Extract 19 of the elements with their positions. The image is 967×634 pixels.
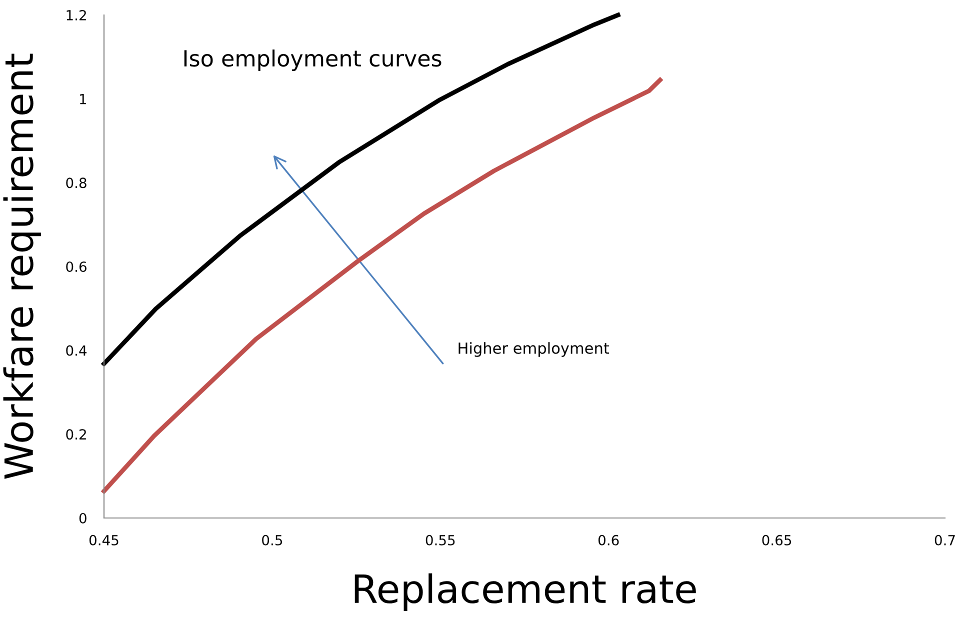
y-tick-label: 1 <box>80 94 86 104</box>
y-tick-label: 0.8 <box>66 178 86 188</box>
y-tick-label: 0.4 <box>66 345 87 356</box>
x-tick-label: 0.55 <box>426 534 455 546</box>
y-tick-label: 0.6 <box>66 261 86 272</box>
y-tick-label: 0.2 <box>66 429 86 440</box>
y-axis-title: Workfare requirement <box>3 54 41 479</box>
line-series <box>102 12 620 366</box>
x-axis-title: Replacement rate <box>354 573 696 611</box>
annotation: Higher employment <box>458 342 610 357</box>
annotation: Iso employment curves <box>184 50 442 72</box>
y-tick-label: 0 <box>79 512 86 524</box>
line-series <box>102 78 662 494</box>
x-tick-label: 0.5 <box>262 534 282 546</box>
x-tick-label: 0.7 <box>934 534 955 546</box>
x-tick-label: 0.45 <box>89 534 118 546</box>
x-tick-label: 0.6 <box>598 534 619 546</box>
y-tick-label: 1.2 <box>66 10 86 20</box>
x-tick-label: 0.65 <box>762 534 792 546</box>
